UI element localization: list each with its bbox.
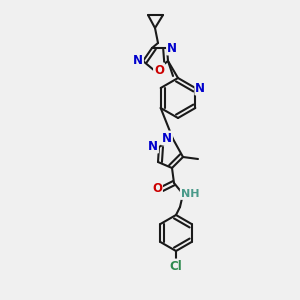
Text: NH: NH: [181, 189, 199, 199]
Text: N: N: [195, 82, 205, 94]
Text: Cl: Cl: [169, 260, 182, 272]
Text: N: N: [133, 55, 143, 68]
Text: N: N: [167, 41, 177, 55]
Text: N: N: [148, 140, 158, 152]
Text: O: O: [152, 182, 162, 196]
Text: N: N: [162, 131, 172, 145]
Text: O: O: [154, 64, 164, 76]
